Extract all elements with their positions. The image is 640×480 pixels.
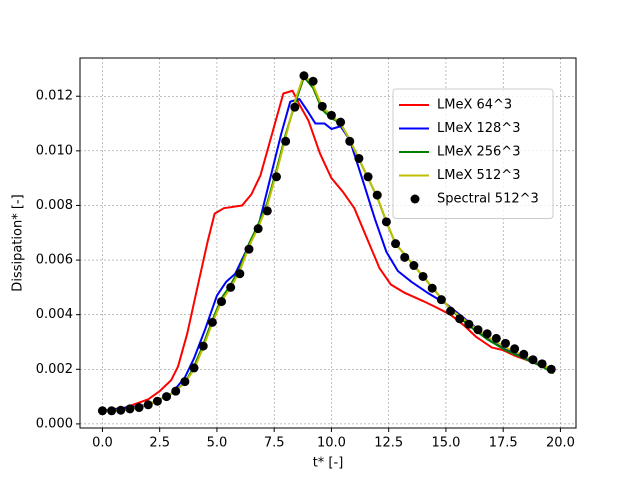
data-point <box>207 317 217 327</box>
data-point <box>326 110 336 120</box>
legend-label: LMeX 256^3 <box>437 145 520 160</box>
data-point <box>510 344 520 354</box>
data-point <box>354 153 364 163</box>
data-point <box>537 359 547 369</box>
data-point <box>107 406 117 416</box>
data-point <box>500 338 510 348</box>
data-point <box>372 190 382 200</box>
y-tick-label: 0.008 <box>36 198 73 213</box>
data-point <box>226 282 236 292</box>
data-point <box>116 405 126 415</box>
legend-label: LMeX 64^3 <box>437 98 512 113</box>
y-axis-label: Dissipation* [-] <box>11 194 26 291</box>
data-point <box>217 297 227 307</box>
data-point <box>189 363 199 373</box>
data-point <box>336 117 346 127</box>
data-point <box>400 252 410 262</box>
data-point <box>482 329 492 339</box>
data-point <box>134 403 144 413</box>
data-point <box>546 364 556 374</box>
y-tick-label: 0.010 <box>36 143 73 158</box>
data-point <box>418 271 428 281</box>
x-axis-label: t* [-] <box>313 456 344 471</box>
data-point <box>455 314 465 324</box>
y-tick-label: 0.000 <box>36 416 73 431</box>
plot-frame <box>79 57 577 429</box>
x-tick-label: 15.0 <box>431 436 460 451</box>
data-point <box>271 172 281 182</box>
data-point <box>235 269 245 279</box>
data-point <box>299 71 309 81</box>
data-point <box>491 333 501 343</box>
data-point <box>436 295 446 305</box>
x-tick-label: 5.0 <box>207 436 228 451</box>
data-point <box>464 319 474 329</box>
data-point <box>253 224 263 234</box>
data-point <box>409 261 419 271</box>
data-point <box>162 392 172 402</box>
legend-marker <box>410 194 420 204</box>
data-point <box>244 244 254 254</box>
data-point <box>281 136 291 146</box>
data-point <box>317 101 327 111</box>
series-line <box>102 89 555 412</box>
data-point <box>363 172 373 182</box>
data-point <box>427 283 437 293</box>
data-point <box>97 406 107 416</box>
legend-box <box>392 88 554 219</box>
data-point <box>290 102 300 112</box>
data-point <box>180 377 190 387</box>
data-point <box>143 400 153 410</box>
data-point <box>528 355 538 365</box>
data-point <box>152 396 162 406</box>
x-tick-label: 12.5 <box>374 436 403 451</box>
x-tick-label: 10.0 <box>317 436 346 451</box>
x-tick-label: 7.5 <box>264 436 285 451</box>
x-tick-label: 0.0 <box>92 436 113 451</box>
data-point <box>391 239 401 249</box>
x-tick-label: 20.0 <box>546 436 575 451</box>
legend-label: LMeX 128^3 <box>437 121 520 136</box>
y-tick-label: 0.002 <box>36 362 73 377</box>
data-point <box>446 306 456 316</box>
x-tick-label: 17.5 <box>489 436 518 451</box>
x-tick-label: 2.5 <box>149 436 170 451</box>
data-point <box>345 136 355 146</box>
legend-label: Spectral 512^3 <box>437 192 539 207</box>
data-point <box>125 404 135 414</box>
data-point <box>519 349 529 359</box>
data-point <box>198 341 208 351</box>
data-point <box>308 76 318 86</box>
y-tick-label: 0.006 <box>36 253 73 268</box>
data-point <box>473 325 483 335</box>
y-tick-label: 0.012 <box>36 89 73 104</box>
data-point <box>171 386 181 396</box>
legend-label: LMeX 512^3 <box>437 168 520 183</box>
y-tick-label: 0.004 <box>36 307 73 322</box>
data-point <box>262 206 272 216</box>
data-point <box>381 217 391 227</box>
